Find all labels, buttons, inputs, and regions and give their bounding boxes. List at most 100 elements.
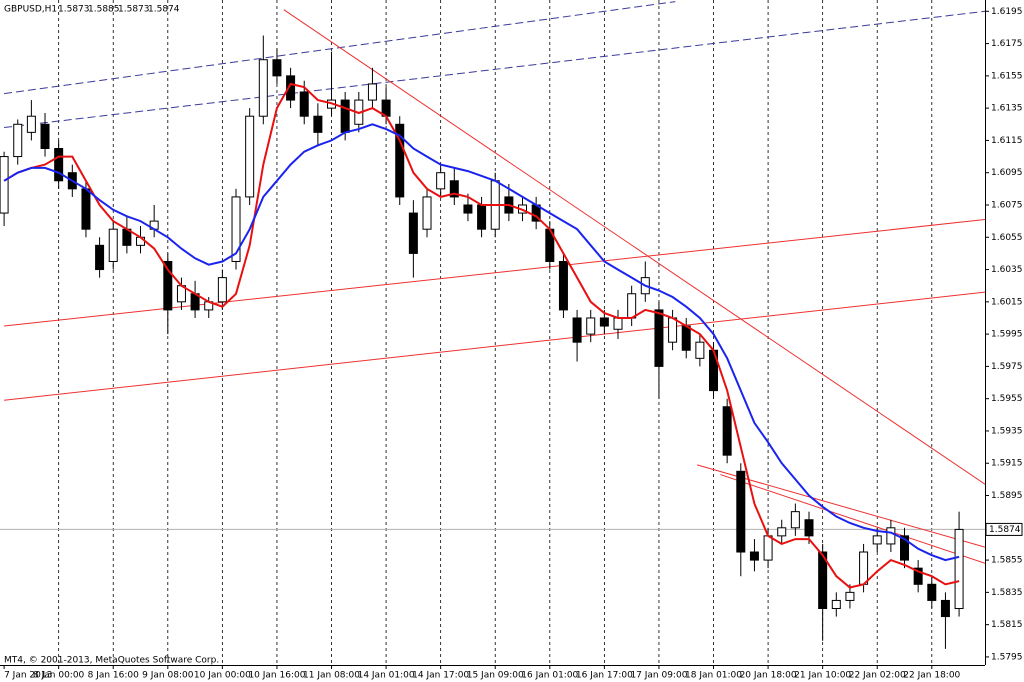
candle-body — [408, 212, 418, 254]
candle-body — [299, 91, 309, 117]
x-tick-label: 20 Jan 18:00 — [740, 671, 797, 681]
quote-low: 1.5873 — [118, 5, 150, 15]
candle-body — [340, 99, 350, 133]
current-price-box — [985, 522, 1023, 536]
trend-line — [4, 291, 985, 401]
quote-high: 1.5885 — [88, 5, 120, 15]
candle-body — [681, 325, 691, 351]
candle-body — [54, 147, 64, 182]
candle-body — [613, 317, 623, 330]
x-tick-label: 8 Jan 00:00 — [33, 671, 85, 681]
candle-body — [736, 470, 746, 553]
trend-line — [720, 474, 985, 564]
symbol: GBPUSD,H1 — [4, 5, 57, 15]
y-tick-label: 1.5955 — [991, 394, 1023, 404]
candle-body — [436, 172, 446, 190]
candle-body — [313, 115, 323, 133]
candle-body — [449, 180, 459, 198]
candle-body — [654, 309, 664, 367]
candle-body — [395, 123, 405, 198]
x-tick-label: 10 Jan 16:00 — [248, 671, 305, 681]
candle-body — [586, 317, 596, 335]
y-tick-label: 1.6115 — [991, 136, 1023, 146]
candle-body — [258, 59, 268, 117]
y-tick-label: 1.5915 — [991, 459, 1023, 469]
moving-average — [3, 123, 960, 562]
candle-body — [954, 528, 964, 610]
y-tick-label: 1.6135 — [991, 104, 1023, 114]
trend-line — [283, 9, 985, 485]
y-tick-label: 1.6155 — [991, 71, 1023, 81]
candle-body — [272, 59, 282, 77]
x-tick-label: 22 Jan 18:00 — [903, 671, 960, 681]
candle-body — [859, 551, 869, 585]
x-tick-label: 16 Jan 17:00 — [576, 671, 633, 681]
candle-body — [749, 551, 759, 561]
x-tick-label: 18 Jan 01:00 — [685, 671, 742, 681]
candle-body — [13, 123, 23, 158]
candle-body — [367, 83, 377, 101]
x-tick-label: 10 Jan 00:00 — [194, 671, 251, 681]
y-tick-label: 1.5835 — [991, 588, 1023, 598]
candle-body — [900, 535, 910, 561]
plot-area — [0, 0, 985, 665]
candle-body — [572, 317, 582, 343]
x-tick-label: 17 Jan 09:00 — [630, 671, 687, 681]
y-tick-label: 1.6035 — [991, 265, 1023, 275]
candle-body — [422, 196, 432, 230]
candle-body — [818, 551, 828, 610]
candle-body — [0, 156, 9, 214]
x-tick-label: 7 Jan 2013 — [4, 671, 52, 681]
candle-body — [95, 244, 105, 271]
x-tick-label: 9 Jan 08:00 — [142, 671, 194, 681]
candle-body — [722, 406, 732, 456]
y-tick-label: 1.5855 — [991, 556, 1023, 566]
x-tick-label: 15 Jan 09:00 — [467, 671, 524, 681]
candle-body — [695, 341, 705, 359]
candle-body — [40, 123, 50, 149]
candle-body — [804, 519, 814, 537]
x-tick-label: 21 Jan 10:00 — [794, 671, 851, 681]
candle-body — [477, 204, 487, 230]
y-tick-label: 1.5795 — [991, 652, 1023, 662]
y-tick-label: 1.6195 — [991, 7, 1023, 17]
candle-body — [231, 196, 241, 262]
y-tick-label: 1.6055 — [991, 233, 1023, 243]
x-tick-label: 14 Jan 17:00 — [412, 671, 469, 681]
candle-body — [463, 204, 473, 214]
candle-body — [845, 591, 855, 601]
candle-body — [599, 317, 609, 327]
candle-body — [940, 599, 950, 618]
y-tick-label: 1.6175 — [991, 39, 1023, 49]
candle-body — [831, 599, 841, 610]
y-tick-label: 1.6015 — [991, 297, 1023, 307]
current-price-label: 1.5874 — [989, 525, 1021, 535]
quote-open: 1.5873 — [58, 5, 90, 15]
candle-body — [26, 115, 36, 133]
candle-body — [81, 188, 91, 230]
x-tick-label: 22 Jan 02:00 — [849, 671, 906, 681]
candle-body — [886, 527, 896, 545]
y-tick-label: 1.5895 — [991, 491, 1023, 501]
footer: MT4, © 2001-2013, MetaQuotes Software Co… — [4, 656, 219, 666]
y-tick-label: 1.6095 — [991, 168, 1023, 178]
quote-close: 1.5874 — [148, 5, 180, 15]
x-tick-label: 8 Jan 16:00 — [88, 671, 140, 681]
x-tick-label: 16 Jan 01:00 — [521, 671, 578, 681]
trend-line — [4, 10, 985, 129]
candle-body — [927, 583, 937, 601]
candle-body — [108, 228, 118, 262]
candle-body — [163, 260, 173, 311]
x-tick-label: 14 Jan 01:00 — [358, 671, 415, 681]
y-tick-label: 1.5935 — [991, 426, 1023, 436]
y-tick-label: 1.5975 — [991, 362, 1023, 372]
x-tick-label: 11 Jan 08:00 — [303, 671, 360, 681]
candle-body — [913, 567, 923, 585]
candle-body — [790, 511, 800, 529]
y-tick-label: 1.5995 — [991, 330, 1023, 340]
candle-body — [872, 535, 882, 545]
candle-body — [777, 527, 787, 537]
candle-body — [245, 115, 255, 198]
candle-body — [217, 277, 227, 303]
